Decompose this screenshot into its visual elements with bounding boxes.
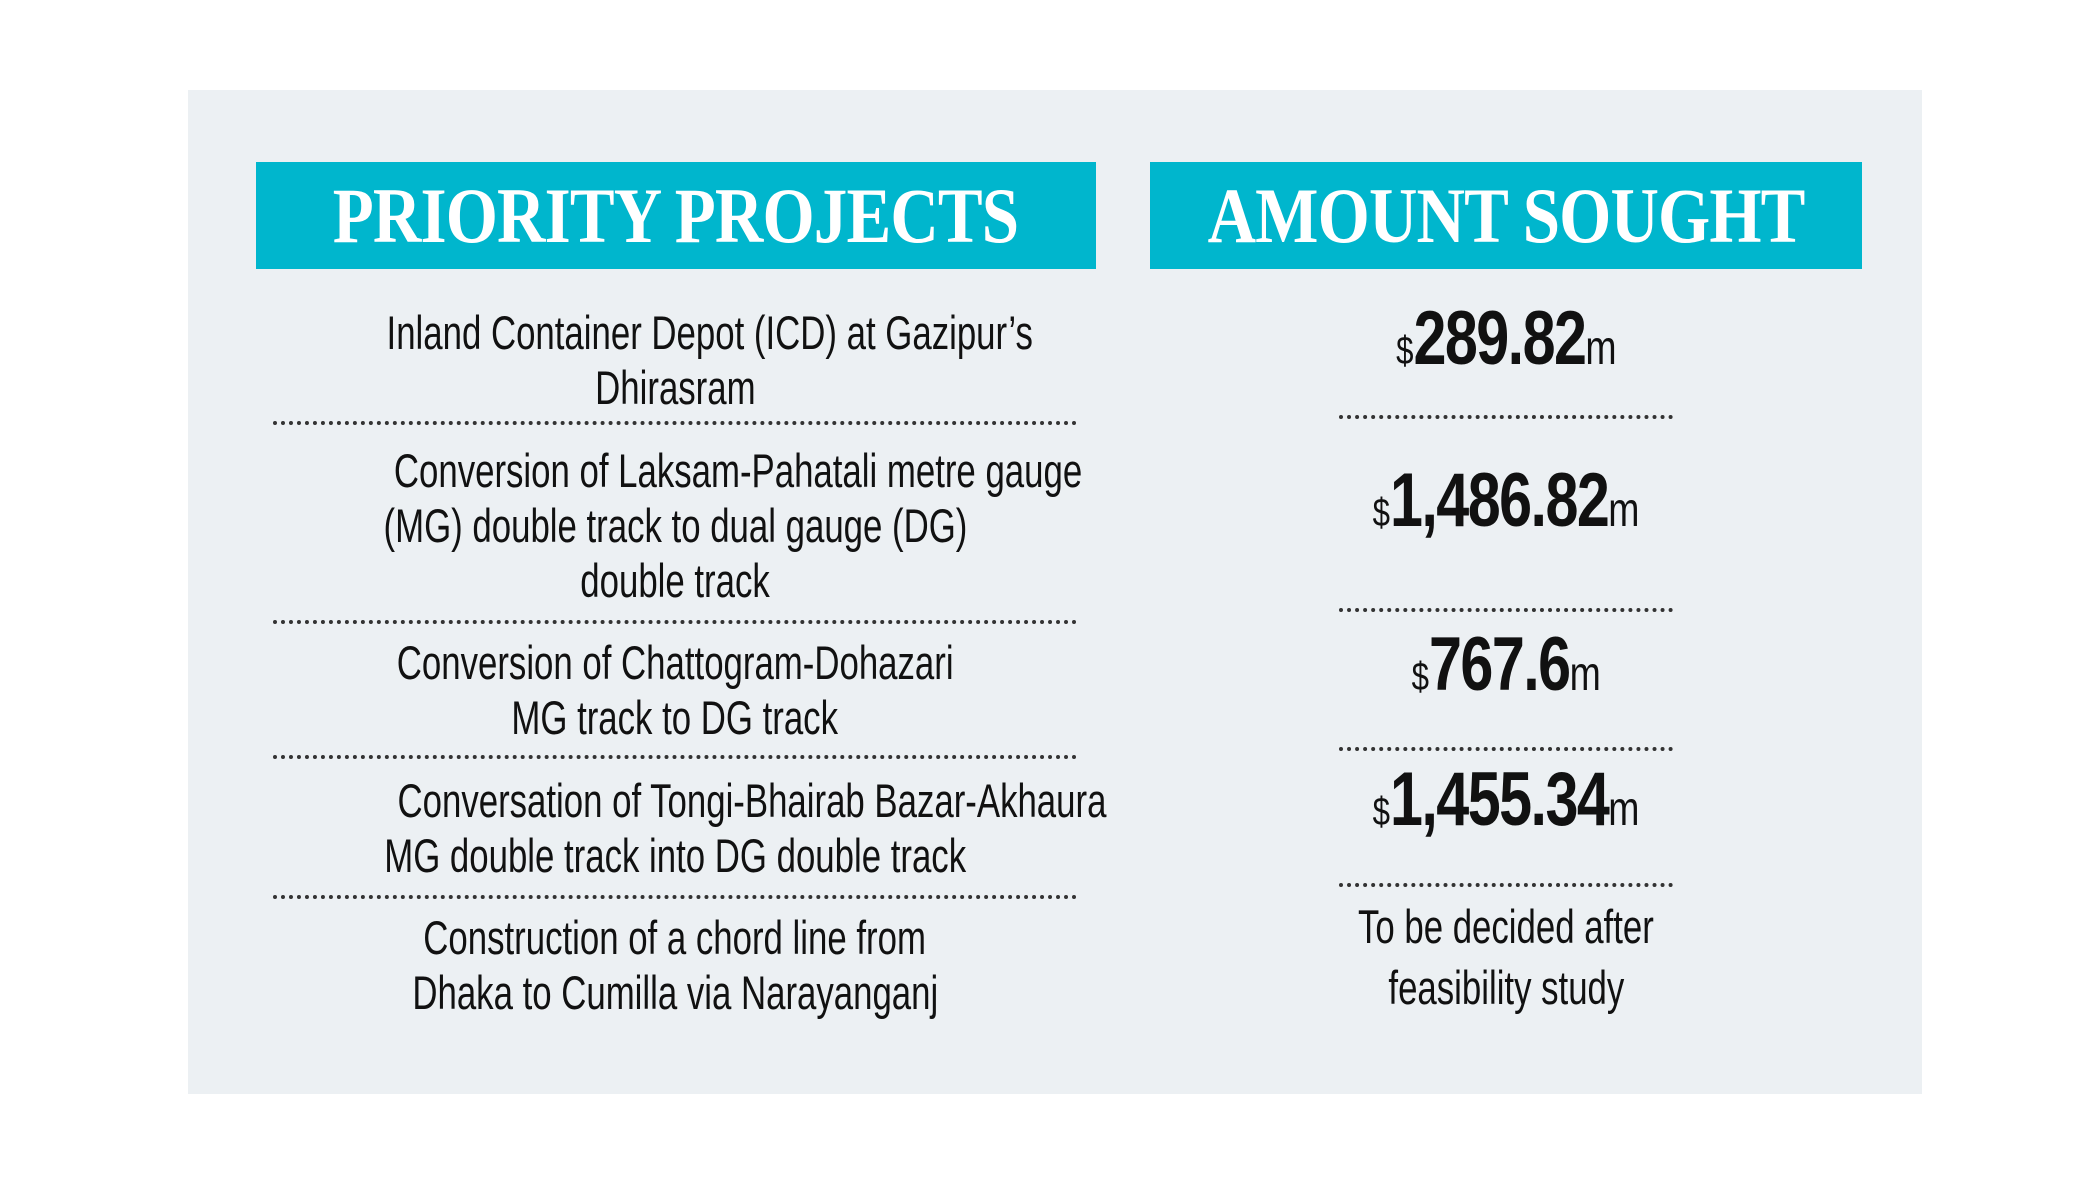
amount-sought-header: AMOUNT SOUGHT [1150,162,1862,269]
row-divider [273,755,1077,759]
amount-note-cell: To be decided after feasibility study [1300,896,1712,1018]
row-divider [1339,747,1673,751]
amount-unit: m [1569,648,1601,701]
row-divider [1339,415,1673,419]
amount-cell: $767.6m [1300,621,1712,708]
project-line: MG track to DG track [511,691,839,744]
header-text: AMOUNT SOUGHT [1207,171,1806,259]
amount-cell: $289.82m [1300,295,1712,382]
amount-unit: m [1608,783,1640,836]
amount-unit: m [1585,322,1617,375]
project-line: MG double track into DG double track [384,829,966,882]
amount-value: 767.6 [1428,622,1571,707]
currency: $ [1372,790,1390,834]
project-line: Construction of a chord line from [423,911,927,964]
project-line: Conversion of Laksam-Pahatali metre gaug… [393,444,1083,497]
row-divider [273,421,1077,425]
amount-value: 289.82 [1413,296,1587,381]
note-line: To be decided after [1358,900,1654,953]
currency: $ [1395,329,1414,373]
amount-cell: $1,455.34m [1300,756,1712,843]
row-divider [1339,883,1673,887]
row-divider [273,620,1077,624]
project-cell: Construction of a chord line from Dhaka … [273,910,1077,1020]
amount-cell: $1,486.82m [1300,457,1712,544]
project-line: Dhirasram [594,361,756,414]
row-divider [1339,608,1673,612]
priority-projects-header: PRIORITY PROJECTS [256,162,1096,269]
project-cell: Inland Container Depot (ICD) at Gazipur’… [273,305,1077,415]
row-divider [273,895,1077,899]
amount-unit: m [1608,484,1640,537]
project-cell: Conversion of Laksam-Pahatali metre gaug… [273,443,1082,608]
amount-value: 1,486.82 [1389,458,1610,543]
currency: $ [1372,491,1390,535]
project-line: Conversation of Tongi-Bhairab Bazar-Akha… [397,774,1107,827]
project-line: Inland Container Depot (ICD) at Gazipur’… [386,306,1033,359]
project-cell: Conversation of Tongi-Bhairab Bazar-Akha… [273,773,1106,883]
project-line: Dhaka to Cumilla via Narayanganj [412,966,938,1019]
note-line: feasibility study [1388,961,1624,1014]
project-cell: Conversion of Chattogram-Dohazari MG tra… [273,635,1077,745]
project-line: Conversion of Chattogram-Dohazari [396,636,954,689]
project-line: (MG) double track to dual gauge (DG) [383,499,967,552]
currency: $ [1411,655,1429,699]
header-text: PRIORITY PROJECTS [333,171,1019,259]
amount-value: 1,455.34 [1389,757,1610,842]
project-line: double track [580,554,770,607]
